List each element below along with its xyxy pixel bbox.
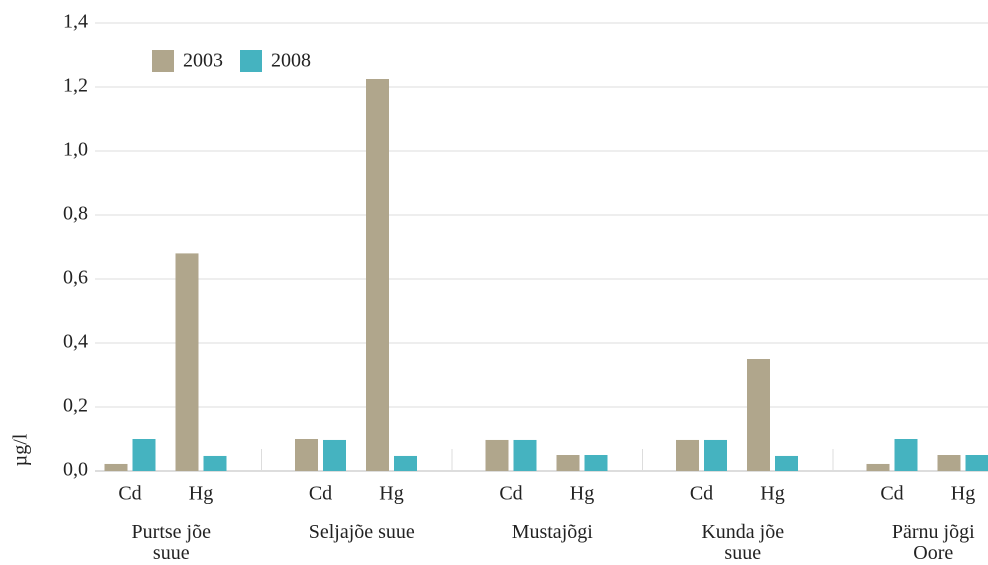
- bar: [937, 455, 961, 471]
- bar: [894, 439, 918, 471]
- bar: [323, 439, 346, 471]
- legend-label: 2003: [183, 50, 223, 72]
- bar: [366, 79, 389, 471]
- bar: [295, 439, 318, 471]
- bar: [866, 463, 890, 471]
- bar: [132, 439, 156, 471]
- group-label: Seljajõe suue: [308, 521, 415, 543]
- x-tick-label: Hg: [951, 483, 975, 505]
- x-tick-label: Cd: [499, 483, 522, 505]
- x-tick-label: Cd: [118, 483, 141, 505]
- legend-label: 2008: [271, 50, 311, 72]
- bar: [584, 455, 608, 471]
- bar: [175, 253, 199, 471]
- x-tick-label: Cd: [880, 483, 903, 505]
- bar: [676, 439, 699, 471]
- bar: [775, 455, 798, 471]
- group-label: Mustajõgi: [511, 521, 593, 543]
- group-label: Pärnu jõgi Oore: [891, 521, 975, 564]
- bar: [104, 463, 128, 471]
- bar: [485, 439, 509, 471]
- legend-swatch: [152, 50, 174, 72]
- x-tick-label: Hg: [379, 483, 403, 505]
- bar: [513, 439, 537, 471]
- x-tick-label: Hg: [570, 483, 594, 505]
- y-axis-label: µg/l: [10, 433, 32, 466]
- y-tick-label: 1,4: [63, 11, 88, 33]
- y-tick-label: 0,2: [63, 395, 88, 417]
- group-label: Kunda jõe suue: [701, 521, 785, 564]
- bar: [203, 455, 227, 471]
- x-tick-label: Hg: [760, 483, 784, 505]
- y-tick-label: 1,0: [63, 139, 88, 161]
- group-label: Purtse jõe suue: [131, 521, 211, 564]
- bar: [704, 439, 727, 471]
- x-tick-label: Cd: [309, 483, 332, 505]
- y-tick-label: 0,6: [63, 267, 88, 289]
- bar: [747, 359, 770, 471]
- y-tick-label: 0,8: [63, 203, 88, 225]
- y-tick-label: 0,4: [63, 331, 88, 353]
- bar: [965, 455, 988, 471]
- x-tick-label: Hg: [189, 483, 213, 505]
- legend-swatch: [240, 50, 262, 72]
- bar: [394, 455, 417, 471]
- bar: [556, 455, 580, 471]
- x-tick-label: Cd: [690, 483, 713, 505]
- y-tick-label: 0,0: [63, 459, 88, 481]
- y-tick-label: 1,2: [63, 75, 88, 97]
